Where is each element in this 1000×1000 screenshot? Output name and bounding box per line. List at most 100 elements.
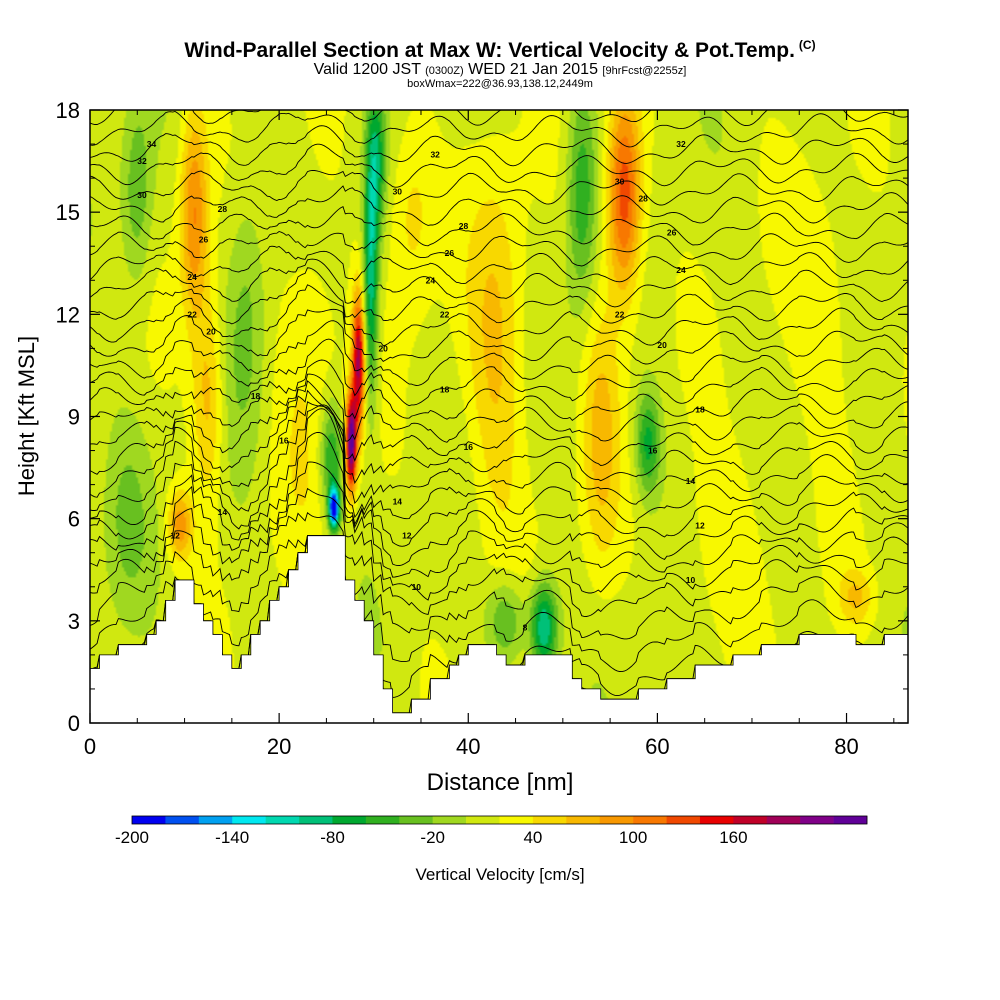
colorbar-frame xyxy=(131,815,868,825)
contour-label: 20 xyxy=(378,343,388,353)
chart-title: Wind-Parallel Section at Max W: Vertical… xyxy=(184,38,816,62)
colorbar-tick-label: 40 xyxy=(523,828,542,847)
theta-contour xyxy=(90,338,908,407)
y-tick-label: 9 xyxy=(68,405,80,430)
colorbar-swatch xyxy=(399,816,433,824)
colorbar-swatch xyxy=(833,816,868,824)
contour-label: 14 xyxy=(686,476,696,486)
x-tick-label: 0 xyxy=(84,734,96,759)
contour-label: 16 xyxy=(464,442,474,452)
theta-contour xyxy=(90,380,908,466)
contour-label: 32 xyxy=(430,149,440,159)
contour-label: 30 xyxy=(137,190,147,200)
theta-contour xyxy=(90,169,908,206)
vertical-velocity-field xyxy=(90,110,908,723)
colorbar-tick-label: -80 xyxy=(320,828,345,847)
contour-label: 30 xyxy=(393,187,403,197)
colorbar-swatch xyxy=(265,816,300,824)
colorbar-tick-label: -20 xyxy=(420,828,445,847)
x-tick-label: 40 xyxy=(456,734,480,759)
copyright-mark: (C) xyxy=(798,38,816,52)
contour-labels: 3432302826242220181614123230282624222018… xyxy=(137,139,705,632)
colorbar-swatch xyxy=(566,816,601,824)
colorbar-swatch xyxy=(599,816,634,824)
colorbar-swatch xyxy=(299,816,333,824)
colorbar-swatch xyxy=(633,816,667,824)
y-tick-label: 3 xyxy=(68,609,80,634)
theta-contour xyxy=(90,245,908,286)
x-axis-label: Distance [nm] xyxy=(427,769,574,796)
colorbar-swatch xyxy=(232,816,266,824)
theta-contour xyxy=(90,401,908,505)
y-tick-label: 12 xyxy=(56,302,80,327)
colorbar-swatch xyxy=(132,816,166,824)
colorbar-swatch xyxy=(165,816,200,824)
contour-label: 24 xyxy=(676,265,686,275)
theta-contour xyxy=(90,535,908,640)
theta-contour xyxy=(90,320,908,386)
theta-contour xyxy=(90,267,908,325)
contour-label: 18 xyxy=(440,384,450,394)
contour-label: 32 xyxy=(137,156,147,166)
contour-label: 16 xyxy=(648,446,658,456)
y-tick-label: 15 xyxy=(56,200,80,225)
contour-label: 12 xyxy=(695,521,705,531)
colorbar-tick-label: -200 xyxy=(115,828,149,847)
contour-label: 30 xyxy=(615,177,625,187)
contour-label: 26 xyxy=(445,248,455,258)
x-tick-label: 20 xyxy=(267,734,291,759)
colorbar-swatch xyxy=(432,816,467,824)
colorbar-swatch xyxy=(365,816,400,824)
contour-label: 12 xyxy=(402,531,412,541)
colorbar-label: Vertical Velocity [cm/s] xyxy=(415,865,584,884)
theta-contour xyxy=(90,373,908,443)
theta-contour xyxy=(90,258,908,308)
contour-label: 20 xyxy=(206,326,216,336)
theta-contour xyxy=(90,111,908,148)
theta-contour xyxy=(90,205,908,247)
terrain-mask xyxy=(90,535,908,723)
colorbar-swatch xyxy=(198,816,233,824)
y-tick-label: 18 xyxy=(56,98,80,123)
contour-label: 18 xyxy=(251,391,261,401)
x-tick-label: 80 xyxy=(834,734,858,759)
contour-label: 16 xyxy=(279,435,289,445)
colorbar-swatch xyxy=(666,816,701,824)
colorbar-tick-label: 160 xyxy=(719,828,747,847)
colorbar-tick-label: 100 xyxy=(619,828,647,847)
contour-label: 26 xyxy=(199,234,209,244)
colorbar-swatch xyxy=(733,816,768,824)
contour-label: 10 xyxy=(686,575,696,585)
contour-label: 18 xyxy=(695,405,705,415)
contour-label: 28 xyxy=(638,194,648,204)
theta-contour xyxy=(90,535,908,673)
contour-label: 22 xyxy=(187,309,197,319)
contour-label: 14 xyxy=(393,497,403,507)
contour-label: 26 xyxy=(667,228,677,238)
pot-temp-contours xyxy=(90,110,908,714)
axes: 0 20 40 60 80 0 3 6 9 12 15 18 xyxy=(56,98,908,759)
contour-label: 22 xyxy=(615,309,625,319)
contour-label: 20 xyxy=(657,340,667,350)
contour-label: 12 xyxy=(170,531,180,541)
theta-contour xyxy=(90,284,908,347)
theta-contour xyxy=(90,487,908,601)
theta-contour xyxy=(90,230,908,267)
y-tick-label: 0 xyxy=(68,711,80,736)
theta-contour xyxy=(90,359,908,422)
contour-label: 14 xyxy=(218,507,228,517)
contour-label: 28 xyxy=(459,221,469,231)
theta-contour xyxy=(90,461,908,578)
theta-contour xyxy=(90,404,908,524)
y-axis-label: Height [Kft MSL] xyxy=(14,336,39,496)
theta-contour xyxy=(90,308,908,365)
theta-contour xyxy=(90,408,908,547)
theta-contour xyxy=(90,512,908,617)
contour-label: 8 xyxy=(523,623,528,633)
y-tick-label: 6 xyxy=(68,507,80,532)
colorbar-swatch xyxy=(499,816,534,824)
theta-contour xyxy=(90,110,908,127)
colorbar-swatch xyxy=(332,816,367,824)
colorbar-swatch xyxy=(766,816,801,824)
